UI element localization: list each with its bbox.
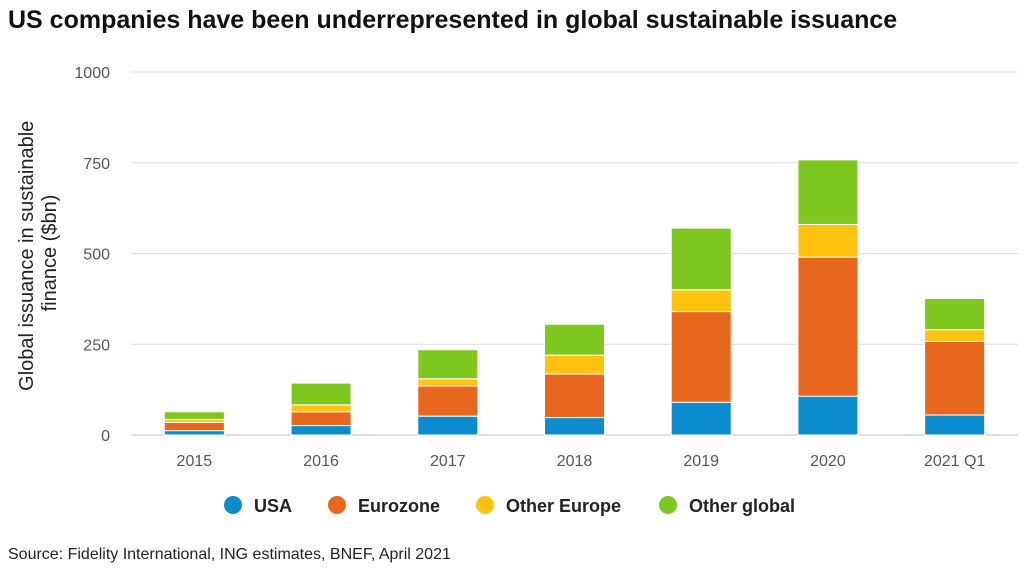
chart-title: US companies have been underrepresented … [8, 6, 898, 34]
y-axis-label: Global issuance in sustainable finance (… [16, 115, 61, 391]
bar-other-global-2018 [544, 323, 605, 356]
x-tick-label: 2017 [430, 453, 466, 470]
legend-swatch-eurozone [328, 496, 346, 514]
y-tick-label: 250 [83, 337, 110, 354]
bar-eurozone-2015 [163, 421, 225, 432]
bar-eurozone-2016 [290, 411, 352, 427]
bar-eurozone-2017 [417, 385, 479, 417]
bar-eurozone-2021-q1 [924, 340, 986, 416]
x-axis-ticks: 2015 2016 2017 2018 2019 2020 2021 Q1 [177, 453, 986, 470]
x-tick-label: 2020 [810, 453, 846, 470]
x-tick-label: 2019 [683, 453, 719, 470]
legend-label-other-global: Other global [689, 496, 795, 516]
bar-other-global-2017 [417, 349, 479, 380]
bar-other-global-2015 [163, 411, 225, 420]
legend: USA Eurozone Other Europe Other global [224, 496, 795, 516]
bar-eurozone-2020 [797, 256, 859, 397]
bar-other-europe-2019 [670, 289, 732, 313]
y-axis-ticks: 0 250 500 750 1000 [74, 65, 110, 445]
x-tick-label: 2016 [303, 453, 339, 470]
bar-other-europe-2021-q1 [924, 329, 986, 342]
legend-swatch-other-global [659, 496, 677, 514]
bar-other-global-2021-q1 [924, 298, 986, 331]
y-axis-label-line-2: finance ($bn) [39, 195, 61, 312]
legend-label-other-europe: Other Europe [506, 496, 621, 516]
bar-other-europe-2018 [544, 354, 605, 375]
bars [163, 159, 986, 436]
bar-other-europe-2016 [290, 404, 352, 413]
bar-other-global-2019 [670, 227, 732, 291]
source-note: Source: Fidelity International, ING esti… [8, 546, 451, 563]
y-tick-label: 500 [83, 247, 110, 264]
bar-other-global-2020 [797, 159, 859, 225]
bar-usa-2020 [797, 395, 859, 436]
legend-label-eurozone: Eurozone [358, 496, 440, 516]
stacked-bar-chart: 0 250 500 750 1000 Global issuance in sustai… [16, 65, 1018, 516]
bar-other-europe-2020 [797, 223, 859, 258]
y-tick-label: 1000 [74, 65, 110, 82]
bar-other-global-2016 [290, 382, 352, 406]
legend-label-usa: USA [254, 496, 292, 516]
bar-usa-2021-q1 [924, 414, 986, 436]
y-tick-label: 0 [101, 428, 110, 445]
x-tick-label: 2015 [177, 453, 213, 470]
x-tick-label: 2018 [557, 453, 593, 470]
x-tick-label: 2021 Q1 [924, 453, 985, 470]
bar-usa-2017 [417, 415, 479, 436]
bar-eurozone-2018 [544, 373, 605, 419]
bar-eurozone-2019 [670, 311, 732, 403]
y-axis-label-line-1: Global issuance in sustainable [16, 121, 38, 391]
bar-usa-2018 [544, 417, 605, 436]
bar-usa-2016 [290, 425, 352, 436]
y-tick-label: 750 [83, 156, 110, 173]
legend-swatch-usa [224, 496, 242, 514]
bar-usa-2019 [670, 401, 732, 436]
bar-usa-2015 [163, 430, 225, 436]
bar-other-europe-2017 [417, 378, 479, 387]
legend-swatch-other-europe [476, 496, 494, 514]
